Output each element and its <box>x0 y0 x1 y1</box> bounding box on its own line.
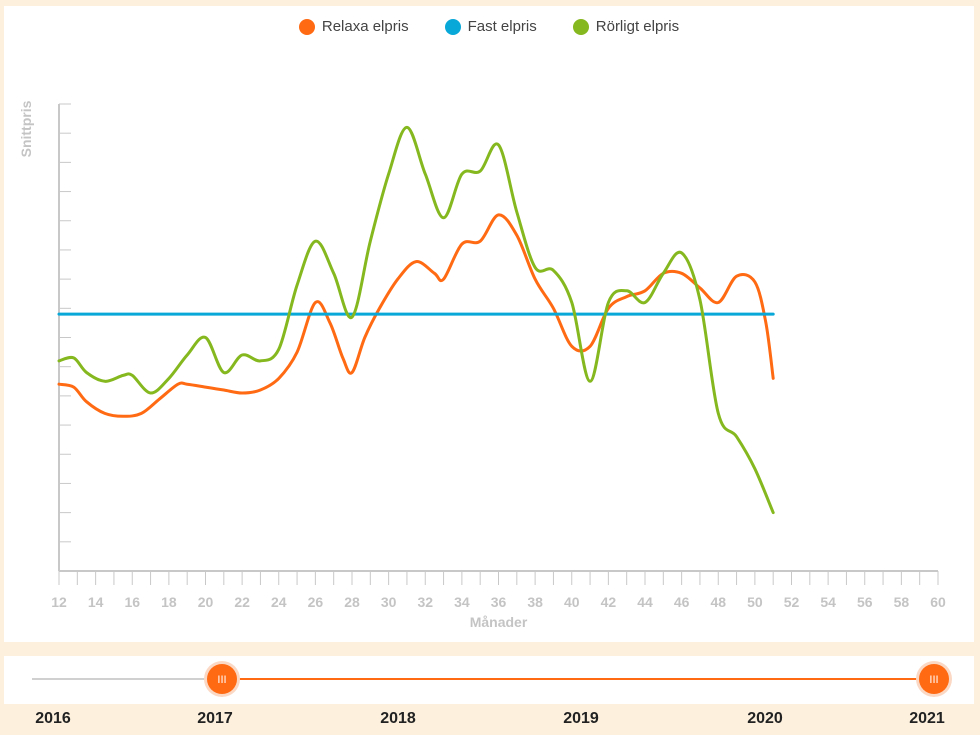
x-tick-label: 54 <box>820 594 836 610</box>
x-tick-label: 38 <box>527 594 543 610</box>
x-tick-label: 30 <box>381 594 397 610</box>
x-tick-label: 24 <box>271 594 287 610</box>
x-tick-label: 50 <box>747 594 763 610</box>
x-tick-label: 26 <box>308 594 324 610</box>
x-tick-label: 52 <box>784 594 800 610</box>
year-label-2016: 2016 <box>35 710 71 727</box>
y-axis-title: Snittpris <box>18 100 34 157</box>
series-line-rorligt <box>57 125 775 515</box>
x-tick-label: 14 <box>88 594 104 610</box>
year-label-2018: 2018 <box>380 710 416 727</box>
legend-dot-fast-icon <box>444 18 461 35</box>
legend-item-relaxa[interactable]: Relaxa elpris <box>298 18 409 35</box>
legend-label-fast: Fast elpris <box>467 18 537 35</box>
x-tick-label: 32 <box>417 594 433 610</box>
x-tick-label: 48 <box>710 594 726 610</box>
x-axis-title: Månader <box>470 614 528 630</box>
slider-handle-start[interactable] <box>207 664 237 694</box>
legend-item-fast[interactable]: Fast elpris <box>444 18 537 35</box>
x-tick-label: 12 <box>51 594 67 610</box>
year-label-2021: 2021 <box>909 710 945 727</box>
slider-track: III III <box>32 661 952 697</box>
x-tick-label: 22 <box>234 594 250 610</box>
x-tick-label: 42 <box>601 594 617 610</box>
slider-handle-end-grip-icon: III <box>929 674 938 686</box>
year-range-slider[interactable]: III III <box>4 656 974 704</box>
year-label-2017: 2017 <box>197 710 233 727</box>
slider-year-labels: 2016 2017 2018 2019 2020 2021 <box>0 704 980 735</box>
slider-handle-start-grip-icon: III <box>217 674 226 686</box>
x-tick-label: 34 <box>454 594 470 610</box>
chart-legend: Relaxa elpris Fast elpris Rörligt elpris <box>4 18 974 35</box>
x-tick-label: 28 <box>344 594 360 610</box>
legend-label-relaxa: Relaxa elpris <box>321 18 409 35</box>
x-tick-label: 56 <box>857 594 873 610</box>
x-tick-label: 36 <box>491 594 507 610</box>
line-chart: 12 14 16 18 20 22 24 26 28 30 32 34 36 38 40 42 44 46 48 50… <box>18 100 946 630</box>
slider-handle-end[interactable] <box>919 664 949 694</box>
chart-panel: 12 14 16 18 20 22 24 26 28 30 32 34 36 38 40 42 44 46 48 50… <box>4 6 974 642</box>
x-tick-label: 16 <box>124 594 140 610</box>
x-tick-label: 60 <box>930 594 946 610</box>
x-tick-label: 18 <box>161 594 177 610</box>
year-label-2019: 2019 <box>563 710 599 727</box>
x-tick-label: 46 <box>674 594 690 610</box>
legend-dot-rorligt-icon <box>572 18 589 35</box>
legend-dot-relaxa-icon <box>298 18 315 35</box>
x-tick-label: 20 <box>198 594 214 610</box>
x-tick-label: 44 <box>637 594 653 610</box>
legend-item-rorligt[interactable]: Rörligt elpris <box>572 18 680 35</box>
year-label-2020: 2020 <box>747 710 783 727</box>
legend-label-rorligt: Rörligt elpris <box>595 18 680 35</box>
x-tick-label: 58 <box>894 594 910 610</box>
x-tick-label: 40 <box>564 594 580 610</box>
